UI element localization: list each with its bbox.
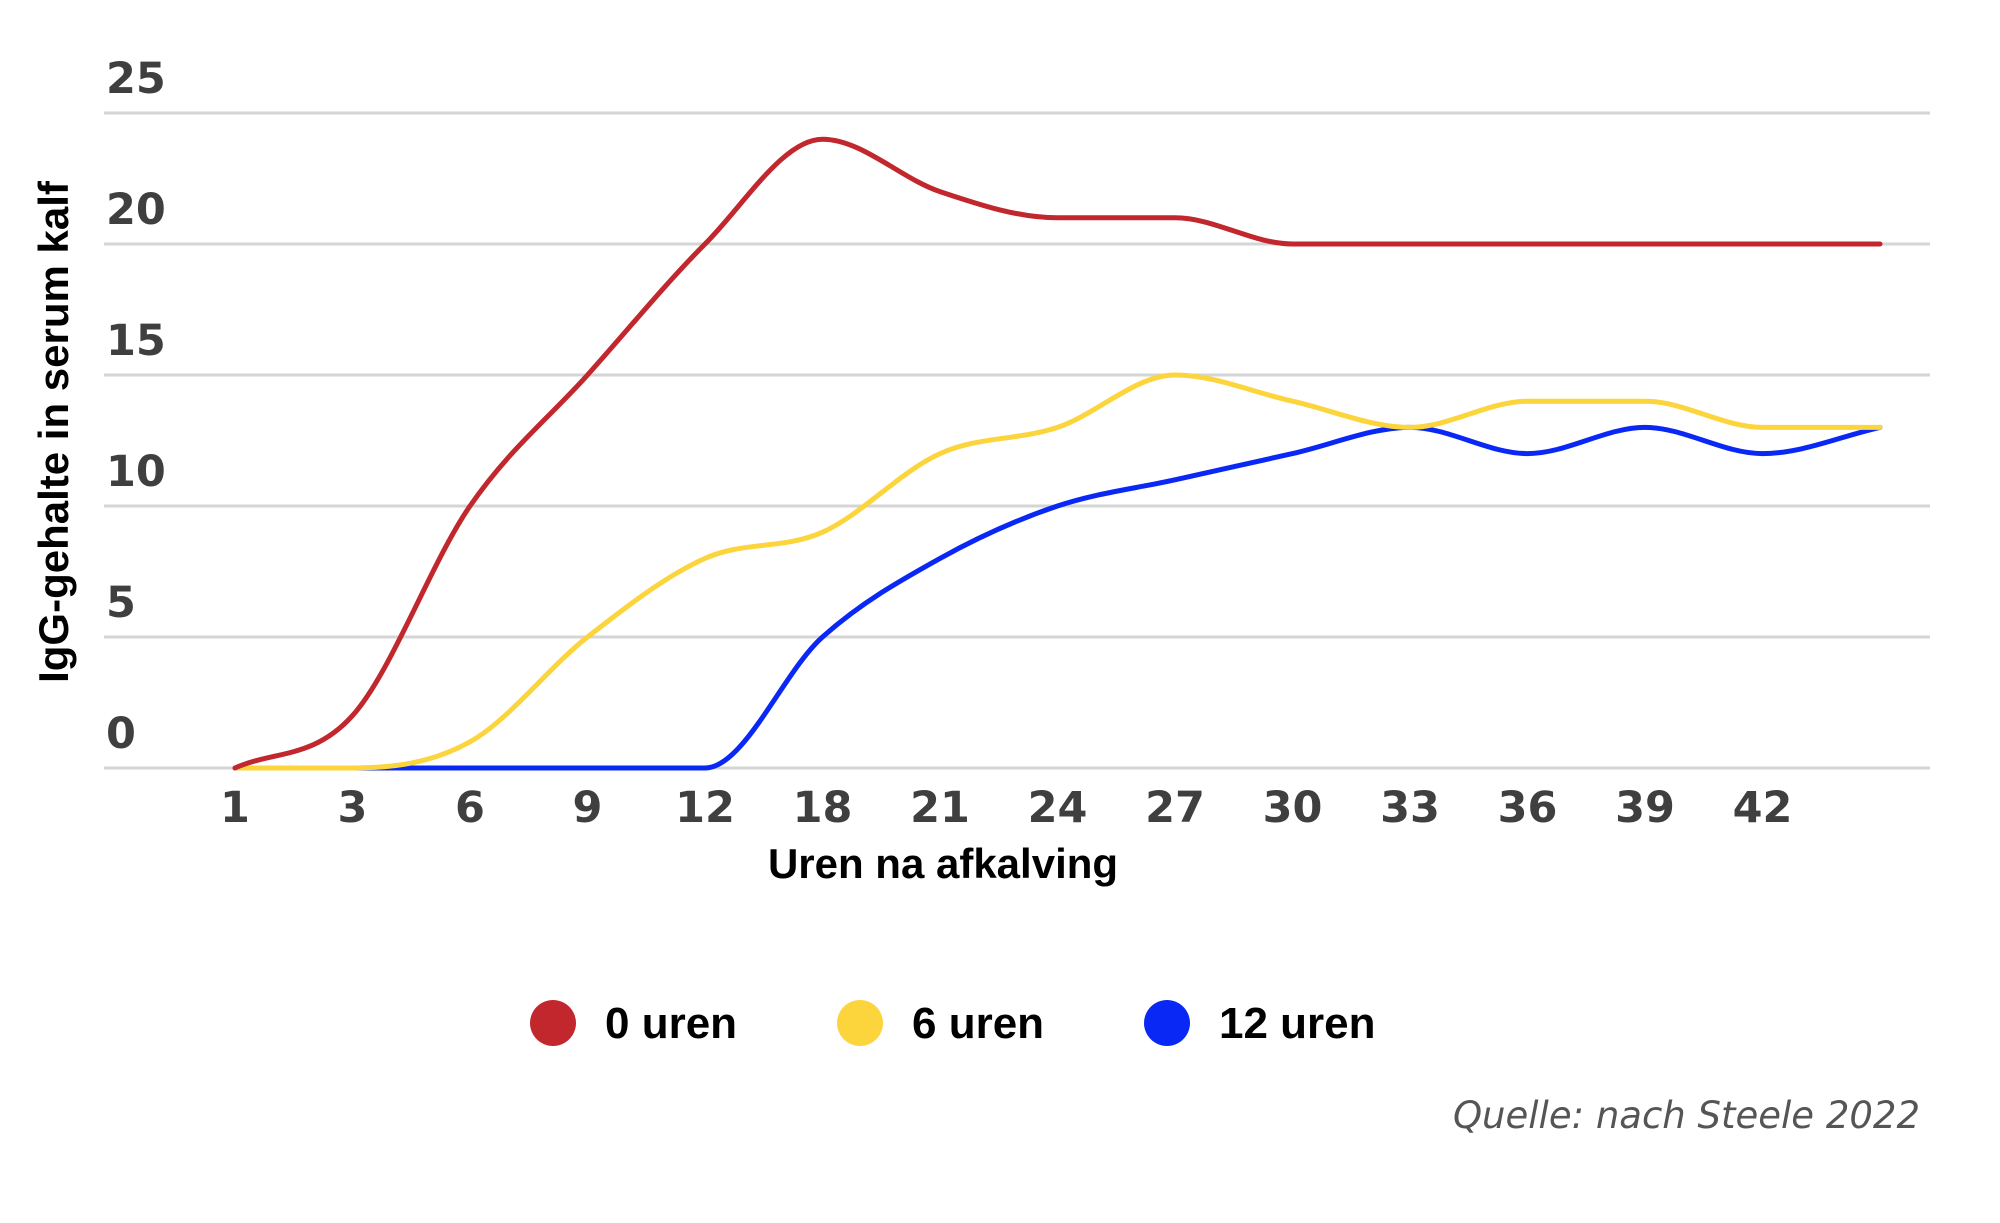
legend-item-0-uren: 0 uren [530, 999, 737, 1048]
x-tick-label: 9 [573, 783, 603, 833]
y-tick-label: 25 [106, 54, 166, 104]
legend-swatch [837, 1000, 883, 1046]
series-line-12-uren [232, 424, 1883, 771]
x-tick-label: 36 [1498, 783, 1558, 833]
x-axis-title: Uren na afkalving [768, 840, 1118, 887]
x-axis-ticks: 1 3 6 9 12 18 21 24 27 30 33 36 39 42 [220, 783, 1792, 833]
x-tick-label: 12 [675, 783, 735, 833]
x-tick-label: 27 [1145, 783, 1205, 833]
x-tick-label: 21 [910, 783, 970, 833]
legend: 0 uren 6 uren 12 uren [530, 999, 1376, 1048]
y-tick-label: 10 [106, 447, 166, 497]
x-tick-label: 18 [793, 783, 853, 833]
y-tick-label: 15 [106, 316, 166, 366]
y-tick-label: 20 [106, 185, 166, 235]
x-tick-label: 42 [1733, 783, 1793, 833]
legend-swatch [1144, 1000, 1190, 1046]
series-line-6-uren [232, 372, 1883, 771]
y-tick-label: 5 [106, 578, 136, 628]
legend-swatch [530, 1000, 576, 1046]
x-tick-label: 6 [455, 783, 485, 833]
x-tick-label: 24 [1028, 783, 1088, 833]
source-note: Quelle: nach Steele 2022 [1453, 1094, 1920, 1137]
x-tick-label: 33 [1380, 783, 1440, 833]
legend-item-12-uren: 12 uren [1144, 999, 1376, 1048]
y-axis-title: IgG-gehalte in serum kalf [30, 180, 77, 683]
x-tick-label: 1 [220, 783, 250, 833]
x-tick-label: 30 [1263, 783, 1323, 833]
x-tick-label: 3 [338, 783, 368, 833]
series-lines [232, 136, 1883, 771]
series-line-0-uren [232, 136, 1883, 771]
x-tick-label: 39 [1615, 783, 1675, 833]
legend-label: 12 uren [1219, 999, 1376, 1048]
legend-label: 6 uren [912, 999, 1044, 1048]
y-tick-label: 0 [106, 709, 136, 759]
legend-item-6-uren: 6 uren [837, 999, 1044, 1048]
legend-label: 0 uren [605, 999, 737, 1048]
y-axis-ticks: 0 5 10 15 20 25 [106, 54, 166, 759]
grid-lines [104, 111, 1930, 770]
